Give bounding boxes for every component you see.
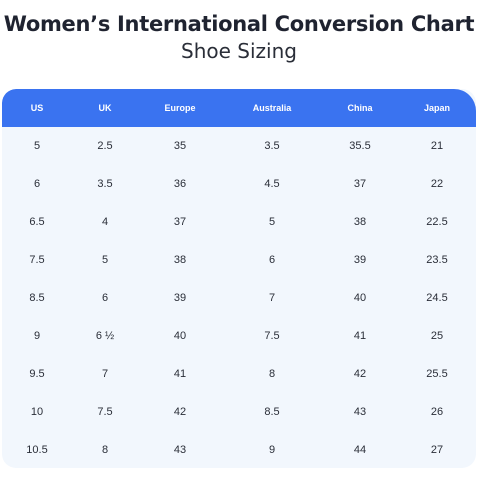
cell-us: 9 (33, 330, 41, 342)
column-header-europe: Europe (164, 103, 196, 113)
cell-australia: 8 (268, 368, 276, 380)
cell-us: 8.5 (29, 292, 45, 304)
cell-china: 40 (353, 292, 367, 304)
cell-japan: 21 (430, 140, 444, 152)
table-row: 9.5 7 41 8 42 25.5 (2, 355, 476, 393)
cell-uk: 7.5 (97, 406, 113, 418)
cell-uk: 7 (101, 368, 109, 380)
cell-europe: 41 (173, 368, 187, 380)
cell-uk: 6 (101, 292, 109, 304)
cell-australia: 7.5 (264, 330, 280, 342)
cell-japan: 22 (430, 178, 444, 190)
chart-header: Women’s International Conversion Chart S… (0, 10, 478, 64)
cell-us: 5 (33, 140, 41, 152)
table-row: 5 2.5 35 3.5 35.5 21 (2, 127, 476, 165)
column-header-japan: Japan (423, 103, 451, 113)
cell-china: 43 (353, 406, 367, 418)
cell-japan: 25.5 (426, 368, 448, 380)
table-row: 6 3.5 36 4.5 37 22 (2, 165, 476, 203)
cell-japan: 23.5 (426, 254, 448, 266)
page-subtitle: Shoe Sizing (181, 39, 297, 63)
table-row: 6.5 4 37 5 38 22.5 (2, 203, 476, 241)
table-row: 10.5 8 43 9 44 27 (2, 431, 476, 468)
cell-uk: 3.5 (97, 178, 113, 190)
cell-us: 7.5 (29, 254, 45, 266)
cell-australia: 8.5 (264, 406, 280, 418)
cell-uk: 8 (101, 444, 109, 456)
cell-japan: 26 (430, 406, 444, 418)
table-row: 9 6 ½ 40 7.5 41 25 (2, 317, 476, 355)
cell-uk: 4 (101, 216, 109, 228)
cell-australia: 3.5 (264, 140, 280, 152)
cell-europe: 35 (173, 140, 187, 152)
cell-china: 42 (353, 368, 367, 380)
cell-us: 6.5 (29, 216, 45, 228)
table-row: 8.5 6 39 7 40 24.5 (2, 279, 476, 317)
column-header-australia: Australia (252, 103, 292, 113)
cell-china: 37 (353, 178, 367, 190)
column-header-us: US (30, 103, 44, 113)
cell-australia: 6 (268, 254, 276, 266)
cell-europe: 40 (173, 330, 187, 342)
cell-us: 9.5 (29, 368, 45, 380)
cell-europe: 38 (173, 254, 187, 266)
cell-us: 6 (33, 178, 41, 190)
conversion-table: US UK Europe Australia China Japan 5 2.5… (2, 89, 476, 468)
cell-australia: 4.5 (264, 178, 280, 190)
cell-uk: 2.5 (97, 140, 113, 152)
cell-australia: 5 (268, 216, 276, 228)
table-row: 7.5 5 38 6 39 23.5 (2, 241, 476, 279)
cell-japan: 22.5 (426, 216, 448, 228)
column-header-china: China (347, 103, 373, 113)
cell-china: 39 (353, 254, 367, 266)
cell-us: 10 (30, 406, 44, 418)
cell-europe: 37 (173, 216, 187, 228)
cell-australia: 9 (268, 444, 276, 456)
cell-australia: 7 (268, 292, 276, 304)
cell-japan: 24.5 (426, 292, 448, 304)
cell-japan: 27 (430, 444, 444, 456)
cell-china: 38 (353, 216, 367, 228)
column-header-uk: UK (98, 103, 112, 113)
cell-europe: 39 (173, 292, 187, 304)
page-title: Women’s International Conversion Chart (3, 12, 475, 36)
cell-europe: 43 (173, 444, 187, 456)
table-header-row: US UK Europe Australia China Japan (2, 89, 476, 127)
cell-china: 41 (353, 330, 367, 342)
table-row: 10 7.5 42 8.5 43 26 (2, 393, 476, 431)
cell-europe: 36 (173, 178, 187, 190)
cell-china: 44 (353, 444, 367, 456)
cell-uk: 6 ½ (95, 330, 115, 342)
cell-china: 35.5 (349, 140, 371, 152)
cell-us: 10.5 (26, 444, 48, 456)
cell-uk: 5 (101, 254, 109, 266)
cell-europe: 42 (173, 406, 187, 418)
cell-japan: 25 (430, 330, 444, 342)
